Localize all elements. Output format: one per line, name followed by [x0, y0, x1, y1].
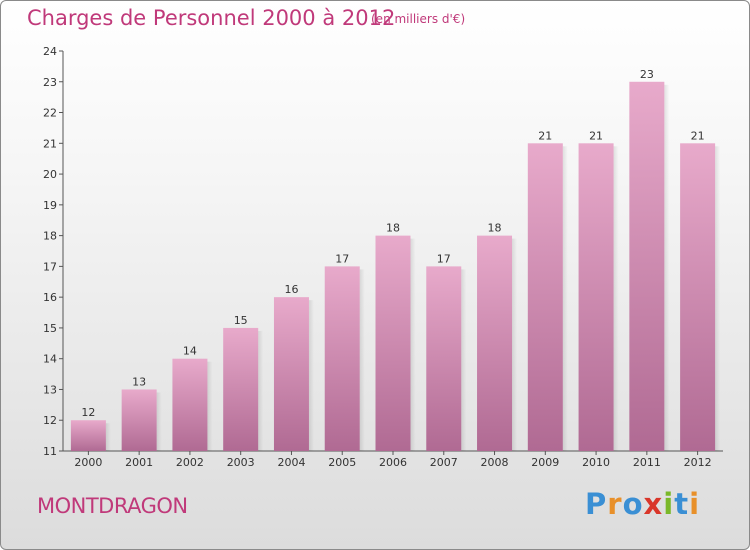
x-tick-label: 2000 — [74, 456, 102, 469]
x-tick-label: 2001 — [125, 456, 153, 469]
axes: 11 12 13 14 15 16 17 18 19 20 21 22 23 24 — [43, 45, 723, 458]
y-tick-label: 21 — [43, 137, 57, 150]
y-tick-label: 16 — [43, 291, 57, 304]
bar — [324, 266, 360, 451]
data-label: 17 — [437, 252, 451, 265]
y-tick-label: 23 — [43, 76, 57, 89]
logo-letter: o — [622, 487, 644, 521]
x-tick-label: 2011 — [633, 456, 661, 469]
bar — [629, 81, 665, 452]
bar — [477, 235, 513, 451]
logo-letter: i — [663, 487, 675, 521]
bar-shadow — [512, 238, 518, 451]
bar-shadow — [664, 84, 670, 452]
logo-letter: i — [689, 487, 701, 521]
bar — [578, 143, 614, 452]
y-tick-label: 11 — [43, 445, 57, 458]
y-tick-label: 24 — [43, 45, 57, 58]
data-label: 14 — [183, 345, 197, 358]
logo-letter: x — [643, 487, 664, 521]
data-label: 21 — [691, 129, 705, 142]
bar — [70, 420, 106, 451]
y-tick-label: 22 — [43, 107, 57, 120]
bar — [375, 235, 411, 451]
data-label: 23 — [640, 68, 654, 81]
bar-shadow — [207, 361, 213, 451]
y-tick-label: 14 — [43, 353, 57, 366]
chart-subtitle: (en milliers d'€) — [371, 12, 466, 26]
y-tick-label: 20 — [43, 168, 57, 181]
data-label: 13 — [132, 375, 146, 388]
data-label: 17 — [335, 252, 349, 265]
bar — [273, 297, 309, 451]
x-tick-label: 2012 — [684, 456, 712, 469]
data-label: 12 — [81, 406, 95, 419]
data-label: 21 — [589, 129, 603, 142]
logo-letter: P — [585, 487, 608, 521]
x-tick-label: 2008 — [481, 456, 509, 469]
y-tick-label: 18 — [43, 230, 57, 243]
x-tick-label: 2004 — [277, 456, 305, 469]
bar-shadow — [461, 269, 467, 451]
bar — [172, 358, 208, 451]
logo-letter: t — [674, 487, 690, 521]
chart-title: Charges de Personnel 2000 à 2012 — [27, 6, 396, 30]
bar — [680, 143, 716, 452]
bar-shadow — [105, 423, 111, 451]
bar — [121, 389, 157, 451]
data-label: 18 — [386, 222, 400, 235]
bar — [426, 266, 462, 451]
data-label: 15 — [234, 314, 248, 327]
bar-shadow — [359, 269, 365, 451]
bar-shadow — [613, 146, 619, 452]
data-label: 16 — [284, 283, 298, 296]
y-tick-label: 17 — [43, 260, 57, 273]
x-tick-label: 2003 — [227, 456, 255, 469]
proxiti-logo[interactable]: Proxiti — [585, 487, 700, 521]
y-tick-label: 19 — [43, 199, 57, 212]
bar — [527, 143, 563, 452]
bars — [70, 81, 721, 452]
city-name: MONTDRAGON — [37, 494, 188, 518]
y-tick-label: 15 — [43, 322, 57, 335]
data-label: 18 — [488, 222, 502, 235]
bar-shadow — [308, 300, 314, 451]
labels: 2000 12 2001 13 2002 14 2003 15 2004 16 2005 17 2006… — [74, 68, 711, 469]
data-label: 21 — [538, 129, 552, 142]
bar-shadow — [715, 146, 721, 452]
y-tick-label: 13 — [43, 383, 57, 396]
x-tick-label: 2010 — [582, 456, 610, 469]
y-tick-label: 12 — [43, 414, 57, 427]
logo-letter: r — [607, 487, 623, 521]
bar-shadow — [258, 330, 264, 451]
x-tick-label: 2002 — [176, 456, 204, 469]
bar-shadow — [410, 238, 416, 451]
x-tick-label: 2006 — [379, 456, 407, 469]
bar — [223, 327, 259, 451]
x-tick-label: 2009 — [531, 456, 559, 469]
x-tick-label: 2007 — [430, 456, 458, 469]
x-tick-label: 2005 — [328, 456, 356, 469]
bar-shadow — [156, 392, 162, 451]
bar-shadow — [562, 146, 568, 452]
